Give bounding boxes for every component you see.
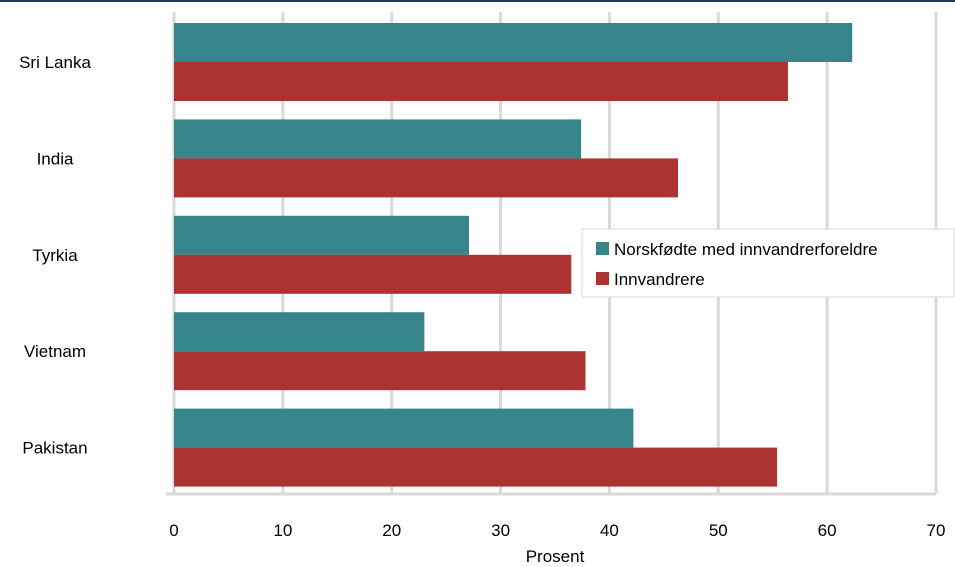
- x-tick-label: 40: [600, 521, 619, 540]
- category-label: Sri Lanka: [19, 53, 91, 72]
- x-tick-label: 70: [927, 521, 946, 540]
- x-axis-title: Prosent: [526, 547, 585, 566]
- x-tick-label: 0: [169, 521, 178, 540]
- bar-india-series-1: [174, 158, 679, 198]
- legend-label-innvandrere: Innvandrere: [614, 270, 705, 289]
- bar-tyrkia-series-1: [174, 254, 572, 294]
- bar-pakistan-series-0: [174, 408, 634, 448]
- legend: Norskfødte med innvandrerforeldre Innvan…: [581, 228, 955, 298]
- category-label: Pakistan: [22, 439, 87, 458]
- category-label: Tyrkia: [32, 246, 78, 265]
- bars: [174, 23, 853, 487]
- bar-sri-lanka-series-1: [174, 62, 788, 101]
- bar-india-series-0: [174, 119, 582, 159]
- category-label: Vietnam: [24, 342, 86, 361]
- legend-swatch-norskfodte: [596, 242, 609, 255]
- x-tick-labels: 0 10 20 30 40 50 60 70: [169, 521, 945, 540]
- legend-swatch-innvandrere: [596, 272, 609, 285]
- top-border-rule: [0, 0, 955, 2]
- x-tick-label: 50: [709, 521, 728, 540]
- bar-tyrkia-series-0: [174, 215, 470, 255]
- bar-sri-lanka-series-0: [174, 23, 853, 62]
- bar-pakistan-series-1: [174, 447, 778, 487]
- bar-vietnam-series-0: [174, 312, 425, 352]
- category-label: India: [37, 149, 74, 168]
- x-tick-label: 20: [382, 521, 401, 540]
- legend-label-norskfodte: Norskfødte med innvandrerforeldre: [614, 240, 878, 259]
- x-tick-label: 30: [491, 521, 510, 540]
- legend-box: [581, 228, 955, 298]
- x-tick-label: 60: [818, 521, 837, 540]
- bar-vietnam-series-1: [174, 351, 586, 391]
- x-tick-label: 10: [273, 521, 292, 540]
- category-labels: Sri Lanka India Tyrkia Vietnam Pakistan: [19, 53, 91, 458]
